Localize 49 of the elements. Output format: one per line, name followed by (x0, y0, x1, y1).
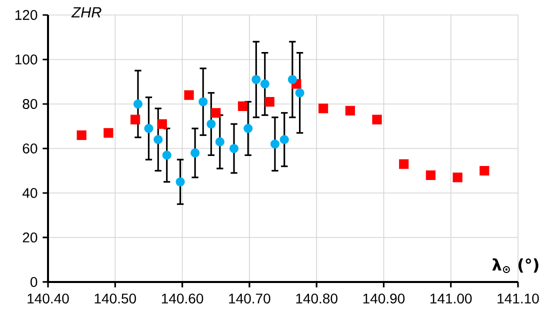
point (133, 99, 143, 109)
point (184, 90, 194, 100)
point (399, 159, 409, 169)
point (480, 166, 490, 176)
y-tick-label: 20 (22, 232, 38, 242)
point (452, 172, 462, 182)
point (372, 114, 382, 124)
point (288, 74, 297, 84)
x-tick-label: 140.80 (296, 294, 338, 304)
x-tick-label: 140.70 (229, 294, 270, 304)
point (215, 137, 224, 146)
point (157, 119, 167, 129)
point (211, 108, 221, 118)
point (426, 170, 436, 180)
point (295, 88, 304, 98)
point (229, 144, 239, 154)
x-tick-label: 140.90 (363, 294, 405, 304)
point (252, 74, 261, 84)
x-tick-label: 140.60 (162, 294, 204, 304)
point (244, 124, 253, 133)
y-tick-label: 0 (30, 277, 38, 287)
y-tick-label: 60 (22, 144, 38, 154)
point (104, 128, 114, 138)
point (280, 135, 289, 144)
point (270, 140, 280, 149)
y-tick-label: 40 (22, 188, 38, 198)
x-tick-label: 141.10 (498, 294, 539, 304)
point (318, 104, 328, 114)
y-tick-label: 120 (15, 10, 38, 20)
point (144, 124, 154, 133)
x-axis-title: λ$_{⊙}$ (°) (492, 258, 538, 274)
x-tick-label: 141.00 (430, 294, 472, 304)
y-tick-label: 100 (15, 54, 38, 64)
point (154, 135, 163, 144)
y-tick-label: 80 (22, 99, 38, 109)
x-tick-label: 140.40 (28, 294, 69, 304)
point (198, 97, 208, 106)
x-tick-label: 140.50 (94, 294, 136, 304)
point (176, 177, 185, 186)
point (345, 106, 355, 116)
point (130, 114, 140, 124)
point (238, 101, 248, 112)
point (206, 119, 216, 129)
y-axis-title: ZHR (71, 7, 102, 18)
point (162, 150, 172, 160)
point (190, 148, 200, 158)
point (260, 79, 270, 88)
point (264, 96, 274, 107)
point (76, 130, 86, 140)
